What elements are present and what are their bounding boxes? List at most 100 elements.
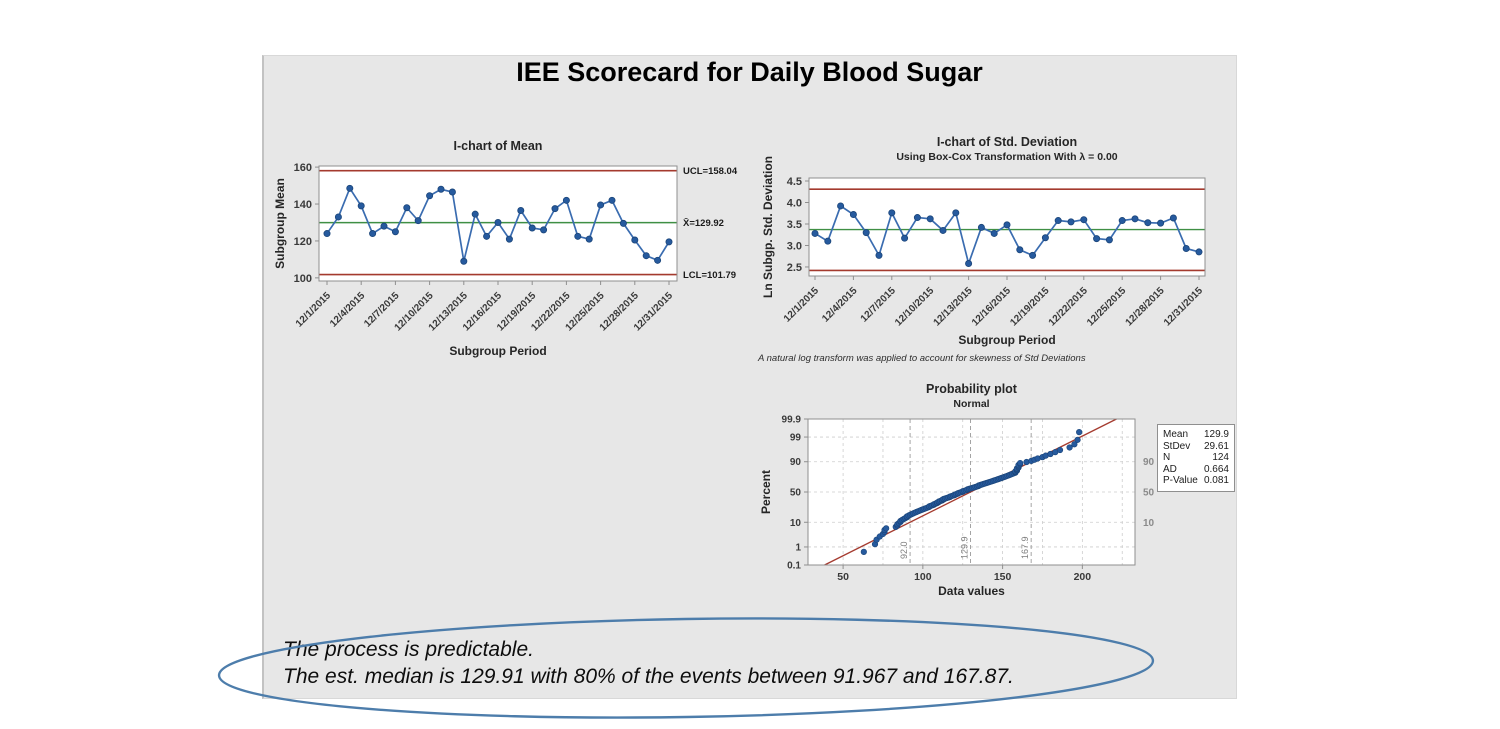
x-tick-label: 12/13/2015 (932, 285, 975, 328)
data-point (357, 202, 365, 210)
data-point (875, 251, 883, 259)
ref-line-label: 129.9 (960, 536, 970, 559)
data-point (939, 226, 947, 234)
data-point (608, 196, 616, 204)
chart-title: I-chart of Std. Deviation (937, 135, 1077, 149)
x-tick-label: 12/31/2015 (1162, 285, 1205, 328)
y-tick-label: 140 (294, 199, 312, 211)
data-point (448, 188, 456, 196)
stat-label: P-Value (1163, 475, 1198, 487)
x-tick-label: 200 (1074, 571, 1092, 583)
x-tick-label: 12/4/2015 (328, 290, 368, 330)
y-tick-label: 1 (795, 542, 801, 553)
y-tick-label: 4.5 (787, 176, 802, 188)
x-tick-label: 12/7/2015 (859, 285, 899, 325)
scorecard-panel (262, 55, 1237, 699)
data-point (926, 215, 934, 223)
y-tick-label: 99.9 (782, 414, 802, 425)
data-point (1093, 235, 1101, 243)
data-point (471, 210, 479, 218)
data-point (665, 238, 673, 246)
y-tick-label: 2.5 (787, 262, 802, 274)
data-point (1157, 219, 1165, 227)
data-point (414, 217, 422, 225)
data-point (1066, 444, 1073, 451)
stat-value: 0.081 (1203, 475, 1229, 487)
data-point (483, 232, 491, 240)
data-point (824, 237, 832, 245)
data-point (426, 192, 434, 200)
y-tick-label: 160 (294, 162, 312, 174)
data-point (1071, 441, 1078, 448)
stat-value: 29.61 (1203, 440, 1229, 452)
y-axis-title: Percent (759, 470, 773, 514)
data-point (965, 260, 973, 268)
conclusion-annotation: The process is predictable. The est. med… (283, 636, 1014, 690)
y-tick-label: 10 (790, 518, 802, 529)
data-point (1144, 219, 1152, 227)
page-title: IEE Scorecard for Daily Blood Sugar (516, 57, 983, 87)
right-y-tick-label: 50 (1143, 488, 1155, 499)
data-point (811, 229, 819, 237)
fitted-line (824, 418, 1117, 566)
stats-row: Mean 129.9 (1163, 429, 1229, 441)
right-y-tick-label: 10 (1143, 518, 1155, 529)
data-point (849, 211, 857, 219)
annotation-line-2: The est. median is 129.91 with 80% of th… (283, 665, 1014, 688)
footnote: A natural log transform was applied to a… (757, 353, 1086, 364)
data-point (1118, 217, 1126, 225)
data-point (952, 209, 960, 217)
data-point (460, 257, 468, 265)
chart-subtitle: Normal (953, 398, 989, 410)
data-point (1076, 429, 1083, 436)
data-point (562, 196, 570, 204)
data-point (334, 213, 342, 221)
data-point (403, 204, 411, 212)
y-tick-label: 3.0 (787, 240, 802, 252)
data-point (1131, 215, 1139, 223)
x-tick-label: 12/16/2015 (970, 285, 1013, 328)
right-y-tick-label: 90 (1143, 457, 1155, 468)
y-tick-label: 90 (790, 457, 802, 468)
y-tick-label: 120 (294, 236, 312, 248)
stat-value: 124 (1212, 452, 1229, 464)
chart-subtitle: Using Box-Cox Transformation With λ = 0.… (896, 151, 1117, 163)
data-point (1017, 459, 1024, 467)
data-point (1003, 221, 1011, 229)
stat-label: Mean (1163, 429, 1189, 440)
data-point (619, 219, 627, 227)
stat-label: AD (1163, 463, 1177, 475)
data-point (883, 525, 890, 532)
data-point (1195, 248, 1203, 256)
x-tick-label: 12/10/2015 (893, 285, 936, 328)
data-point (369, 230, 377, 238)
x-tick-label: 150 (994, 571, 1012, 583)
annotation-line-1: The process is predictable. (283, 638, 534, 661)
data-point (1067, 218, 1075, 226)
x-tick-label: 12/22/2015 (1047, 285, 1090, 328)
data-point (505, 235, 513, 243)
data-point (977, 223, 985, 231)
data-point (494, 218, 502, 226)
x-axis-title: Data values (938, 584, 1005, 598)
y-axis-title: Subgroup Mean (273, 178, 287, 269)
y-tick-label: 3.5 (787, 219, 802, 231)
stat-value: 0.664 (1203, 463, 1229, 475)
data-point (1054, 217, 1062, 225)
x-tick-label: 100 (914, 571, 932, 583)
data-point (901, 234, 909, 242)
x-axis-title: Subgroup Period (449, 344, 546, 358)
data-point (1029, 251, 1037, 259)
x-tick-label: 12/1/2015 (782, 285, 822, 325)
data-point (1182, 244, 1190, 252)
stats-row: AD 0.664 (1163, 464, 1229, 476)
stat-label: N (1163, 452, 1171, 464)
ref-line-label: 167.9 (1020, 536, 1030, 559)
x-tick-label: 50 (837, 571, 849, 583)
mean-ichart: 10012014016012/1/201512/4/201512/7/20151… (273, 139, 738, 358)
y-tick-label: 100 (294, 273, 312, 285)
y-tick-label: 50 (790, 488, 802, 499)
data-point (551, 205, 559, 213)
data-point (1169, 214, 1177, 222)
std-deviation-ichart: 2.5 3.0 3.5 4.0 4.5 12/1/2015 12/4/2015 12/7/20… (757, 135, 1206, 364)
